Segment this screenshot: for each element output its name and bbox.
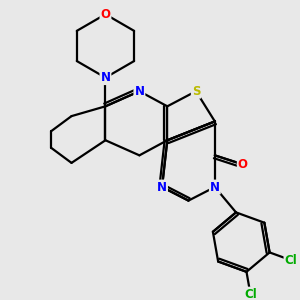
Text: N: N [134, 85, 144, 98]
Text: N: N [157, 181, 167, 194]
Text: N: N [210, 181, 220, 194]
Text: Cl: Cl [284, 254, 297, 267]
Text: N: N [100, 71, 110, 84]
Text: O: O [100, 8, 110, 21]
Text: O: O [238, 158, 248, 171]
Text: Cl: Cl [244, 288, 257, 300]
Text: S: S [192, 85, 200, 98]
